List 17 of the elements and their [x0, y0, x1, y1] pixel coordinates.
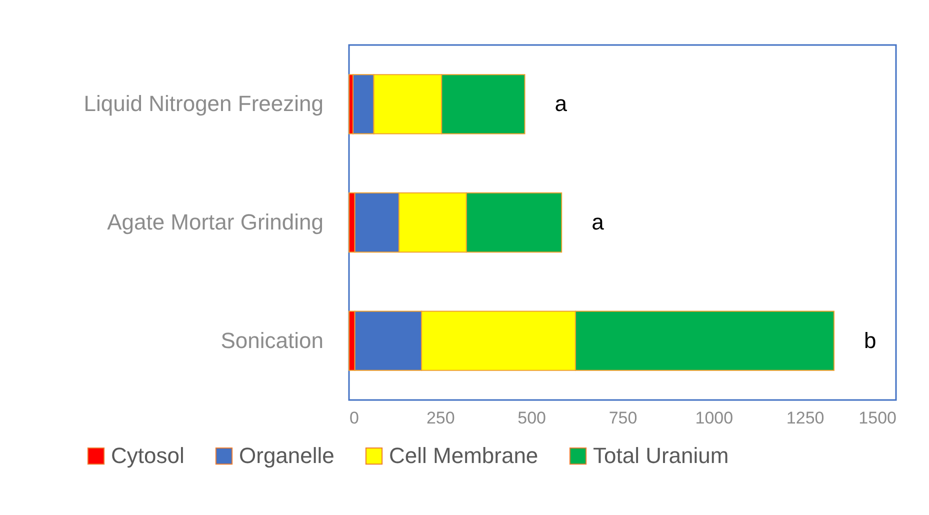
x-tick-label: 1500 — [858, 408, 896, 428]
legend-label: Total Uranium — [593, 443, 729, 468]
x-tick-label: 1000 — [695, 408, 734, 428]
y-tick-label: Agate Mortar Grinding — [107, 210, 324, 234]
legend-label: Cell Membrane — [389, 443, 538, 468]
annotation: a — [554, 91, 568, 116]
y-tick-label: Liquid Nitrogen Freezing — [84, 91, 324, 116]
annotation: a — [592, 210, 605, 234]
x-tick-label: 0 — [350, 408, 359, 428]
legend-label: Cytosol — [111, 443, 184, 468]
legend-label: Organelle — [239, 443, 334, 468]
annotation: b — [864, 328, 876, 353]
y-tick-label: Sonication — [220, 328, 324, 353]
x-tick-label: 250 — [426, 408, 455, 428]
x-tick-label: 750 — [608, 408, 638, 428]
x-tick-label: 500 — [518, 408, 546, 428]
x-tick-label: 1250 — [786, 408, 824, 428]
